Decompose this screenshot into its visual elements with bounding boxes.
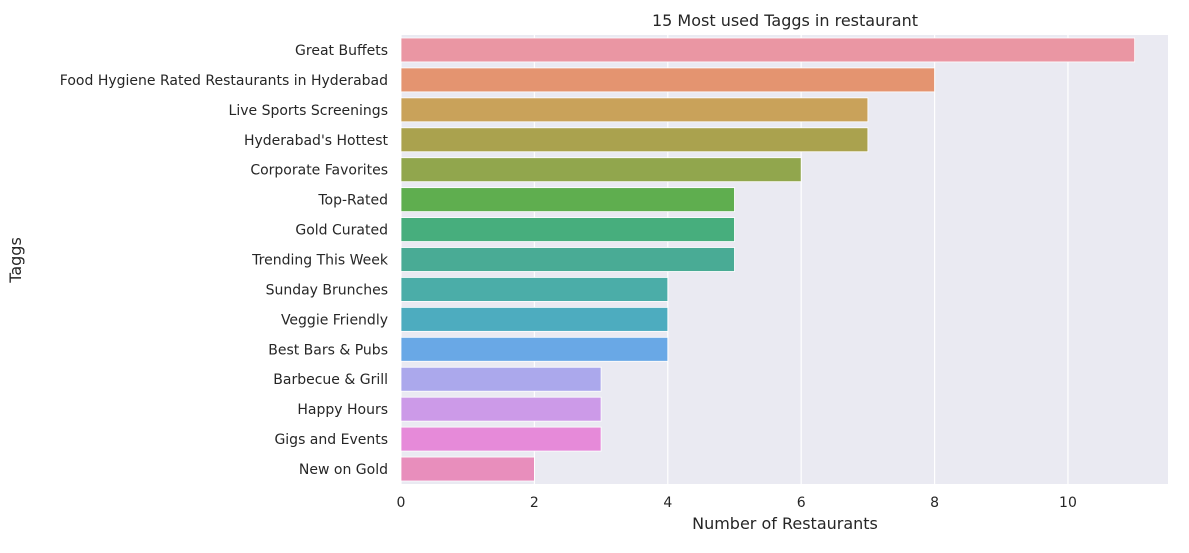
y-tick-label: Corporate Favorites	[250, 163, 388, 179]
y-tick-label: Sunday Brunches	[266, 282, 388, 298]
chart-title: 15 Most used Taggs in restaurant	[652, 11, 918, 30]
bar	[400, 97, 869, 123]
x-tick-label: 0	[397, 495, 406, 511]
y-tick-labels: Great Buffets Food Hygiene Rated Restaura…	[60, 43, 389, 478]
bars	[400, 37, 1136, 482]
x-tick-label: 4	[663, 495, 672, 511]
y-tick-label: Gigs and Events	[274, 432, 388, 448]
bar	[400, 396, 602, 422]
x-tick-label: 2	[530, 495, 539, 511]
bar	[400, 67, 935, 93]
bar	[400, 366, 602, 392]
y-tick-label: Food Hygiene Rated Restaurants in Hydera…	[60, 73, 388, 89]
bar	[400, 456, 535, 482]
bar	[400, 157, 802, 183]
y-tick-label: Barbecue & Grill	[273, 372, 388, 388]
y-tick-label: Best Bars & Pubs	[268, 342, 388, 358]
y-tick-label: Trending This Week	[251, 253, 389, 269]
bar	[400, 277, 669, 302]
y-tick-label: Gold Curated	[295, 223, 388, 239]
y-tick-label: Live Sports Screenings	[229, 103, 388, 119]
x-tick-label: 6	[797, 495, 806, 511]
x-axis-label: Number of Restaurants	[692, 514, 878, 533]
y-tick-label: New on Gold	[299, 462, 388, 478]
y-tick-label: Veggie Friendly	[281, 312, 388, 328]
x-tick-label: 10	[1059, 495, 1077, 511]
bar	[400, 336, 669, 362]
bar	[400, 187, 735, 213]
y-tick-label: Happy Hours	[297, 402, 388, 418]
y-tick-label: Hyderabad's Hottest	[244, 133, 389, 149]
bar	[400, 306, 669, 332]
y-tick-label: Great Buffets	[295, 43, 388, 59]
x-tick-label: 8	[930, 495, 939, 511]
bar	[400, 37, 1136, 63]
y-tick-label: Top-Rated	[317, 193, 388, 209]
bar	[400, 217, 735, 242]
x-tick-labels: 0 2 4 6 8 10	[397, 495, 1077, 511]
bar	[400, 247, 735, 272]
bar	[400, 127, 869, 153]
bar	[400, 426, 602, 452]
y-axis-label: Taggs	[6, 237, 25, 284]
